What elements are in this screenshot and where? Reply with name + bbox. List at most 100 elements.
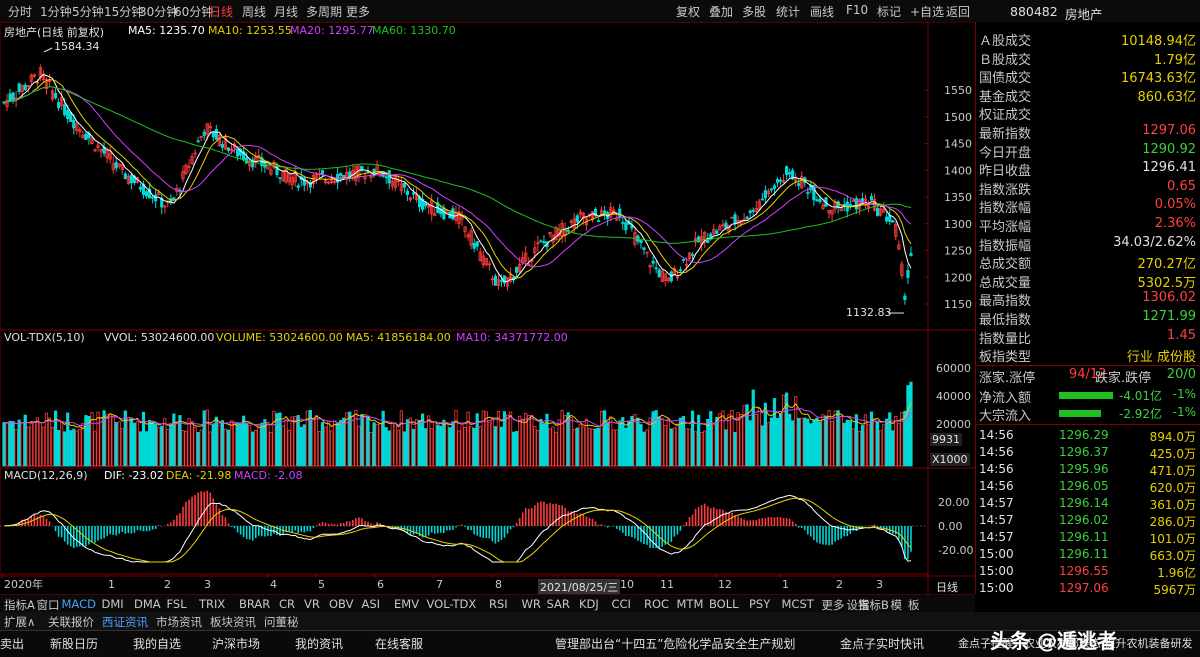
indicator-tab-4[interactable]: DMA (134, 597, 161, 611)
indicator-tab-3[interactable]: DMI (101, 597, 124, 611)
volume-bar (694, 431, 698, 467)
tool-button-4[interactable]: 画线 (810, 5, 835, 19)
tool-button-5[interactable]: F10 (846, 3, 869, 17)
indicator-tab-24[interactable]: 更多 (821, 598, 845, 612)
candle-body (369, 176, 373, 178)
tool-button-8[interactable]: 返回 (946, 5, 971, 19)
info-item-5[interactable]: 在线客服 (375, 637, 424, 651)
candle-body (654, 267, 658, 270)
candle-body (697, 236, 701, 243)
indicator-tab-15[interactable]: WR (521, 597, 541, 611)
indicator-tab-28[interactable]: 板 (908, 598, 920, 612)
indicator-tab-8[interactable]: CR (279, 597, 296, 611)
period-3[interactable]: 15分钟 (104, 5, 144, 19)
tick-time: 14:57 (979, 530, 1014, 545)
indicator-tab-18[interactable]: CCI (611, 597, 631, 611)
panel-divider (976, 424, 1200, 426)
indicator-tab-25[interactable]: 设置 (846, 598, 870, 612)
candle-body (53, 92, 58, 99)
indicator-tab-7[interactable]: BRAR (239, 597, 271, 611)
indicator-tab-14[interactable]: RSI (489, 597, 508, 611)
bottom-nav-4[interactable]: 板块资讯 (210, 615, 256, 629)
candle-body (396, 180, 400, 182)
indicator-tab-13[interactable]: VOL-TDX (426, 597, 477, 611)
candle-body (572, 218, 576, 229)
tool-button-0[interactable]: 复权 (676, 5, 701, 19)
indicator-tab-11[interactable]: ASI (361, 597, 381, 611)
candle-body (420, 198, 425, 210)
period-4[interactable]: 30分钟 (139, 5, 179, 19)
volume-bar (232, 421, 237, 467)
bottom-nav-0[interactable]: 扩展∧ (4, 615, 36, 629)
news-ticker-3[interactable]: 金点子提醒：农业农村部表态 提升农机装备研发 (958, 637, 1193, 650)
indicator-tab-27[interactable]: 模 (890, 598, 903, 612)
indicator-tab-20[interactable]: MTM (676, 597, 704, 611)
indicator-tab-16[interactable]: SAR (546, 597, 570, 611)
indicator-tab-12[interactable]: EMV (394, 597, 420, 611)
volume-bar (821, 414, 825, 467)
candle-body (72, 119, 76, 129)
indicator-tab-0[interactable]: 指标A (4, 598, 35, 612)
bottom-nav-2[interactable]: 西证资讯 (102, 615, 148, 629)
news-ticker-2[interactable]: 金点子实时快讯 (840, 637, 925, 651)
bottom-nav-3[interactable]: 市场资讯 (156, 615, 202, 629)
indicator-tab-23[interactable]: MCST (781, 597, 814, 611)
tick-time: 15:00 (979, 547, 1014, 562)
info-item-0[interactable]: 卖出 (0, 637, 25, 651)
kline-chart[interactable]: 1550 1500 1450 1400 1350 1300 1250 1200 1150 6000… (0, 22, 975, 594)
quote-panel: Ａ股成交 10148.94亿 Ｂ股成交 1.79亿 国债成交 16743.63亿 基金成交 8… (975, 22, 1200, 597)
candle-body (75, 123, 79, 132)
indicator-tab-9[interactable]: VR (304, 597, 320, 611)
period-7[interactable]: 周线 (242, 5, 267, 19)
volume-bar (390, 422, 394, 467)
period-9[interactable]: 多周期 (306, 5, 343, 19)
volume-bar (791, 420, 795, 467)
indicator-tab-17[interactable]: KDJ (579, 597, 599, 611)
tool-button-7[interactable]: +自选 (910, 5, 945, 19)
news-ticker[interactable]: 管理部出台“十四五”危险化学品安全生产规划 (555, 637, 796, 651)
volume-bar (287, 429, 291, 467)
period-5[interactable]: 60分钟 (174, 5, 214, 19)
indicator-tab-21[interactable]: BOLL (709, 597, 739, 611)
candle-body (469, 230, 473, 246)
indicator-tab-19[interactable]: ROC (644, 597, 670, 611)
volume-bar (812, 420, 816, 467)
period-6[interactable]: 日线 (209, 5, 234, 19)
indicator-tab-10[interactable]: OBV (329, 597, 354, 611)
volume-bar (681, 415, 686, 467)
indicator-tab-22[interactable]: PSY (749, 597, 771, 611)
candle-body (833, 202, 837, 210)
indicator-tab-26[interactable]: 指标B (858, 598, 889, 612)
period-8[interactable]: 月线 (274, 5, 299, 19)
period-10[interactable]: 更多 (346, 5, 371, 19)
volume-bar (38, 422, 43, 467)
stat-value: 0.05% (1154, 197, 1196, 213)
stat-row: 指数量比 1.45 (979, 328, 1199, 347)
indicator-tab-1[interactable]: 窗口 (36, 598, 60, 612)
volume-bar (748, 420, 752, 467)
indicator-tab-5[interactable]: FSL (166, 597, 187, 611)
volume-bar (254, 430, 258, 467)
tool-button-3[interactable]: 统计 (776, 5, 801, 19)
tool-button-2[interactable]: 多股 (742, 5, 767, 19)
info-item-1[interactable]: 新股日历 (50, 637, 99, 651)
period-1[interactable]: 1分钟 (40, 5, 72, 19)
price-tick-label: 1450 (944, 138, 972, 151)
volume-bar (375, 424, 379, 467)
info-item-4[interactable]: 我的资讯 (295, 637, 344, 651)
info-item-2[interactable]: 我的自选 (133, 637, 182, 651)
volume-bar (384, 427, 388, 467)
volume-bar (712, 424, 716, 467)
info-item-3[interactable]: 沪深市场 (212, 637, 261, 651)
indicator-tab-6[interactable]: TRIX (199, 597, 226, 611)
volume-bar (824, 415, 828, 467)
tool-button-1[interactable]: 叠加 (709, 5, 734, 19)
period-2[interactable]: 5分钟 (72, 5, 104, 19)
indicator-tab-2[interactable]: MACD (61, 597, 96, 611)
bottom-nav-5[interactable]: 问董秘 (264, 615, 299, 629)
price-tick-label: 1500 (944, 111, 972, 124)
tool-button-6[interactable]: 标记 (877, 5, 902, 19)
volume-bar (654, 410, 658, 467)
bottom-nav-1[interactable]: 关联报价 (48, 615, 94, 629)
period-0[interactable]: 分时 (8, 5, 33, 19)
